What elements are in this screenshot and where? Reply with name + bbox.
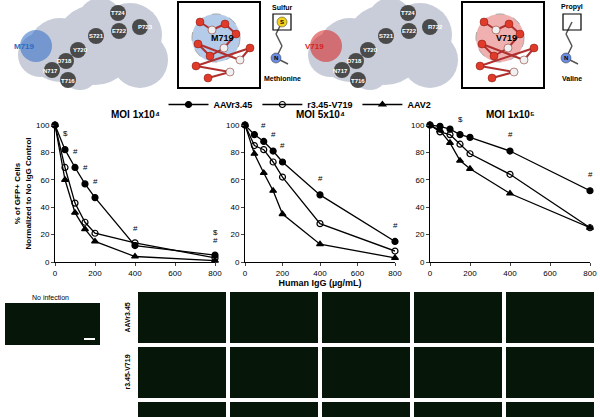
svg-text:60: 60 <box>415 176 424 185</box>
svg-text:80: 80 <box>230 148 239 157</box>
svg-text:Y720: Y720 <box>73 47 88 53</box>
svg-text:AAVr3.45: AAVr3.45 <box>124 302 131 332</box>
svg-text:MOI 5x10⁴: MOI 5x10⁴ <box>296 109 345 120</box>
svg-text:800: 800 <box>388 269 402 278</box>
svg-text:200: 200 <box>88 269 102 278</box>
svg-text:80: 80 <box>40 148 49 157</box>
svg-text:P723: P723 <box>138 24 153 30</box>
svg-text:MOI 1x10⁴: MOI 1x10⁴ <box>111 109 160 120</box>
svg-text:#: # <box>508 130 513 139</box>
svg-text:E722: E722 <box>402 28 417 34</box>
svg-text:40: 40 <box>230 203 239 212</box>
svg-text:% of GFP+ CellsNormalized to N: % of GFP+ CellsNormalized to No IgG Cont… <box>13 138 32 250</box>
svg-text:0: 0 <box>45 258 50 267</box>
svg-text:T716: T716 <box>61 78 75 84</box>
svg-text:N717: N717 <box>43 68 58 74</box>
svg-text:100: 100 <box>226 121 240 130</box>
svg-text:100: 100 <box>36 121 50 130</box>
svg-text:N717: N717 <box>333 68 348 74</box>
svg-text:Y720: Y720 <box>363 47 378 53</box>
svg-text:0: 0 <box>243 269 248 278</box>
svg-text:R722: R722 <box>428 24 443 30</box>
svg-text:V719: V719 <box>496 33 517 43</box>
svg-text:#: # <box>271 130 276 139</box>
svg-text:80: 80 <box>415 148 424 157</box>
svg-text:0: 0 <box>53 269 58 278</box>
svg-text:800: 800 <box>208 269 222 278</box>
svg-text:r3.45-V719: r3.45-V719 <box>307 100 352 110</box>
svg-text:T716: T716 <box>351 78 365 84</box>
svg-text:$: $ <box>213 228 218 237</box>
svg-text:Human IgG (µg/mL): Human IgG (µg/mL) <box>278 278 361 288</box>
svg-text:200: 200 <box>276 269 290 278</box>
svg-text:M719: M719 <box>211 33 234 43</box>
svg-text:Valine: Valine <box>562 75 582 82</box>
svg-text:800: 800 <box>583 269 597 278</box>
svg-text:V719: V719 <box>305 42 324 51</box>
svg-text:N: N <box>274 55 278 61</box>
svg-text:40: 40 <box>415 203 424 212</box>
svg-text:No infection: No infection <box>32 294 69 301</box>
svg-text:0: 0 <box>420 258 425 267</box>
svg-text:T724: T724 <box>111 10 125 16</box>
svg-text:T724: T724 <box>401 10 415 16</box>
svg-text:r3.45-V719: r3.45-V719 <box>124 354 131 389</box>
svg-text:20: 20 <box>415 230 424 239</box>
svg-text:#: # <box>133 224 138 233</box>
svg-text:#: # <box>393 221 398 230</box>
svg-text:Propyl: Propyl <box>561 3 583 11</box>
svg-text:400: 400 <box>128 269 142 278</box>
svg-text:20: 20 <box>230 230 239 239</box>
svg-text:Methionine: Methionine <box>264 75 301 82</box>
svg-text:#: # <box>280 141 285 150</box>
svg-text:40: 40 <box>40 203 49 212</box>
svg-text:M719: M719 <box>14 42 35 51</box>
svg-text:#: # <box>318 174 323 183</box>
svg-text:#: # <box>83 163 88 172</box>
svg-text:0: 0 <box>235 258 240 267</box>
svg-text:0: 0 <box>428 269 433 278</box>
svg-text:100: 100 <box>411 121 425 130</box>
svg-text:AAVr3.45: AAVr3.45 <box>214 100 253 110</box>
svg-text:N: N <box>564 55 568 61</box>
svg-text:#: # <box>588 170 593 179</box>
svg-text:S: S <box>280 19 284 25</box>
svg-text:AAV2: AAV2 <box>407 100 430 110</box>
svg-text:#: # <box>73 147 78 156</box>
svg-text:200: 200 <box>463 269 477 278</box>
svg-text:400: 400 <box>313 269 327 278</box>
svg-text:$: $ <box>458 115 463 124</box>
svg-text:MOI 1x10⁵: MOI 1x10⁵ <box>486 109 535 120</box>
svg-text:S721: S721 <box>89 33 104 39</box>
svg-text:60: 60 <box>230 176 239 185</box>
svg-text:600: 600 <box>543 269 557 278</box>
svg-text:E722: E722 <box>112 28 127 34</box>
svg-text:D718: D718 <box>347 58 362 64</box>
svg-text:20: 20 <box>40 230 49 239</box>
svg-text:400: 400 <box>503 269 517 278</box>
svg-text:60: 60 <box>40 176 49 185</box>
svg-text:#: # <box>93 177 98 186</box>
svg-text:#: # <box>213 236 218 245</box>
svg-text:600: 600 <box>168 269 182 278</box>
svg-text:$: $ <box>63 129 68 138</box>
svg-text:#: # <box>261 121 266 130</box>
svg-text:Sulfur: Sulfur <box>272 4 292 11</box>
svg-text:D718: D718 <box>57 58 72 64</box>
svg-text:S721: S721 <box>379 33 394 39</box>
svg-text:600: 600 <box>351 269 365 278</box>
